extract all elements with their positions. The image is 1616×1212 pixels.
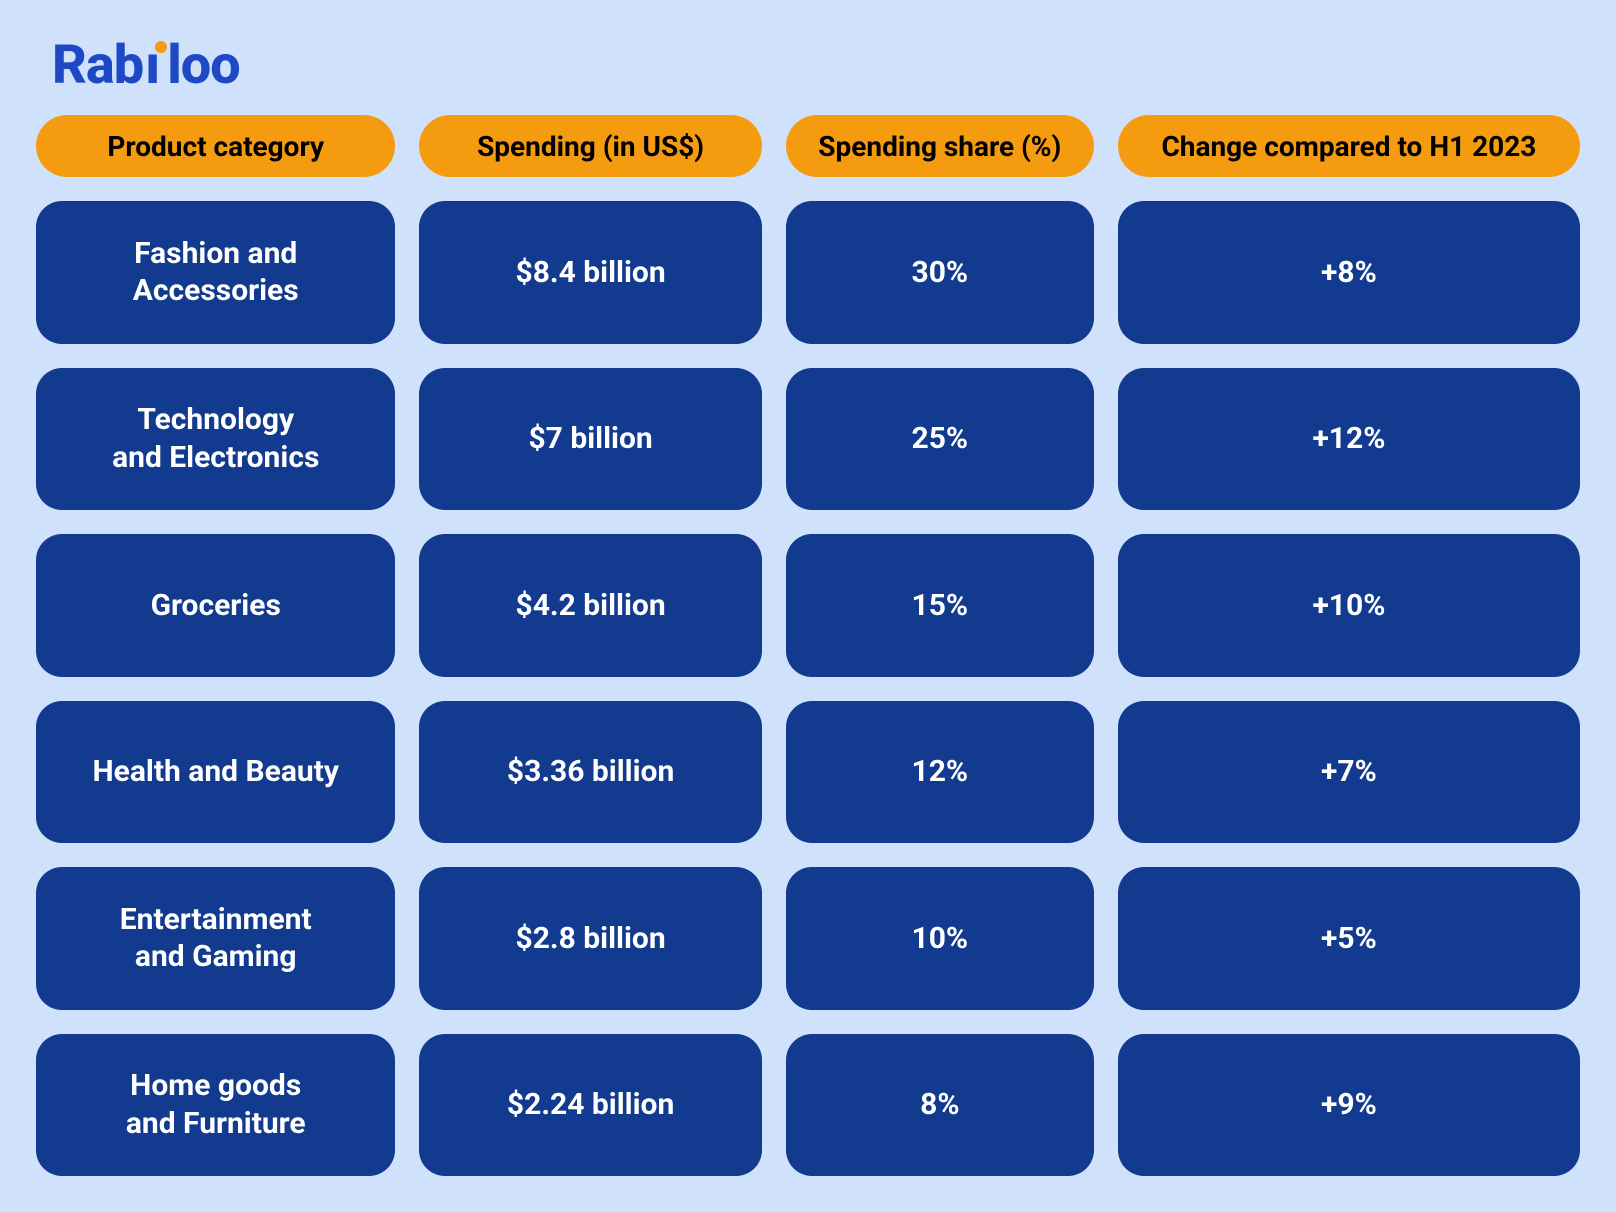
cell-spending: $7 billion: [419, 368, 761, 511]
col-header-share: Spending share (%): [786, 115, 1094, 177]
cell-category: Groceries: [36, 534, 395, 677]
table-header-row: Product category Spending (in US$) Spend…: [36, 115, 1580, 177]
cell-change: +10%: [1118, 534, 1580, 677]
table-row: Health and Beauty $3.36 billion 12% +7%: [36, 701, 1580, 844]
col-header-change: Change compared to H1 2023: [1118, 115, 1580, 177]
cell-category: Home goods and Furniture: [36, 1034, 395, 1177]
logo-text-left: Rab: [52, 34, 143, 97]
cell-category: Entertainment and Gaming: [36, 867, 395, 1010]
cell-change: +8%: [1118, 201, 1580, 344]
cell-share: 30%: [786, 201, 1094, 344]
cell-share: 8%: [786, 1034, 1094, 1177]
cell-change: +9%: [1118, 1034, 1580, 1177]
col-header-spending: Spending (in US$): [419, 115, 761, 177]
cell-spending: $4.2 billion: [419, 534, 761, 677]
spending-table: Product category Spending (in US$) Spend…: [36, 115, 1580, 1176]
cell-change: +7%: [1118, 701, 1580, 844]
brand-logo: Rab ı loo: [36, 28, 1580, 115]
cell-change: +5%: [1118, 867, 1580, 1010]
cell-spending: $3.36 billion: [419, 701, 761, 844]
cell-share: 15%: [786, 534, 1094, 677]
table-row: Entertainment and Gaming $2.8 billion 10…: [36, 867, 1580, 1010]
infographic-canvas: Rab ı loo Product category Spending (in …: [0, 0, 1616, 1212]
cell-spending: $2.24 billion: [419, 1034, 761, 1177]
cell-change: +12%: [1118, 368, 1580, 511]
table-row: Groceries $4.2 billion 15% +10%: [36, 534, 1580, 677]
cell-category: Fashion and Accessories: [36, 201, 395, 344]
table-row: Fashion and Accessories $8.4 billion 30%…: [36, 201, 1580, 344]
cell-spending: $2.8 billion: [419, 867, 761, 1010]
logo-text-right: loo: [167, 34, 239, 97]
cell-category: Health and Beauty: [36, 701, 395, 844]
cell-share: 10%: [786, 867, 1094, 1010]
table-row: Home goods and Furniture $2.24 billion 8…: [36, 1034, 1580, 1177]
table-row: Technology and Electronics $7 billion 25…: [36, 368, 1580, 511]
cell-category: Technology and Electronics: [36, 368, 395, 511]
cell-share: 12%: [786, 701, 1094, 844]
cell-spending: $8.4 billion: [419, 201, 761, 344]
col-header-category: Product category: [36, 115, 395, 177]
logo-dot-icon: [155, 41, 167, 53]
cell-share: 25%: [786, 368, 1094, 511]
